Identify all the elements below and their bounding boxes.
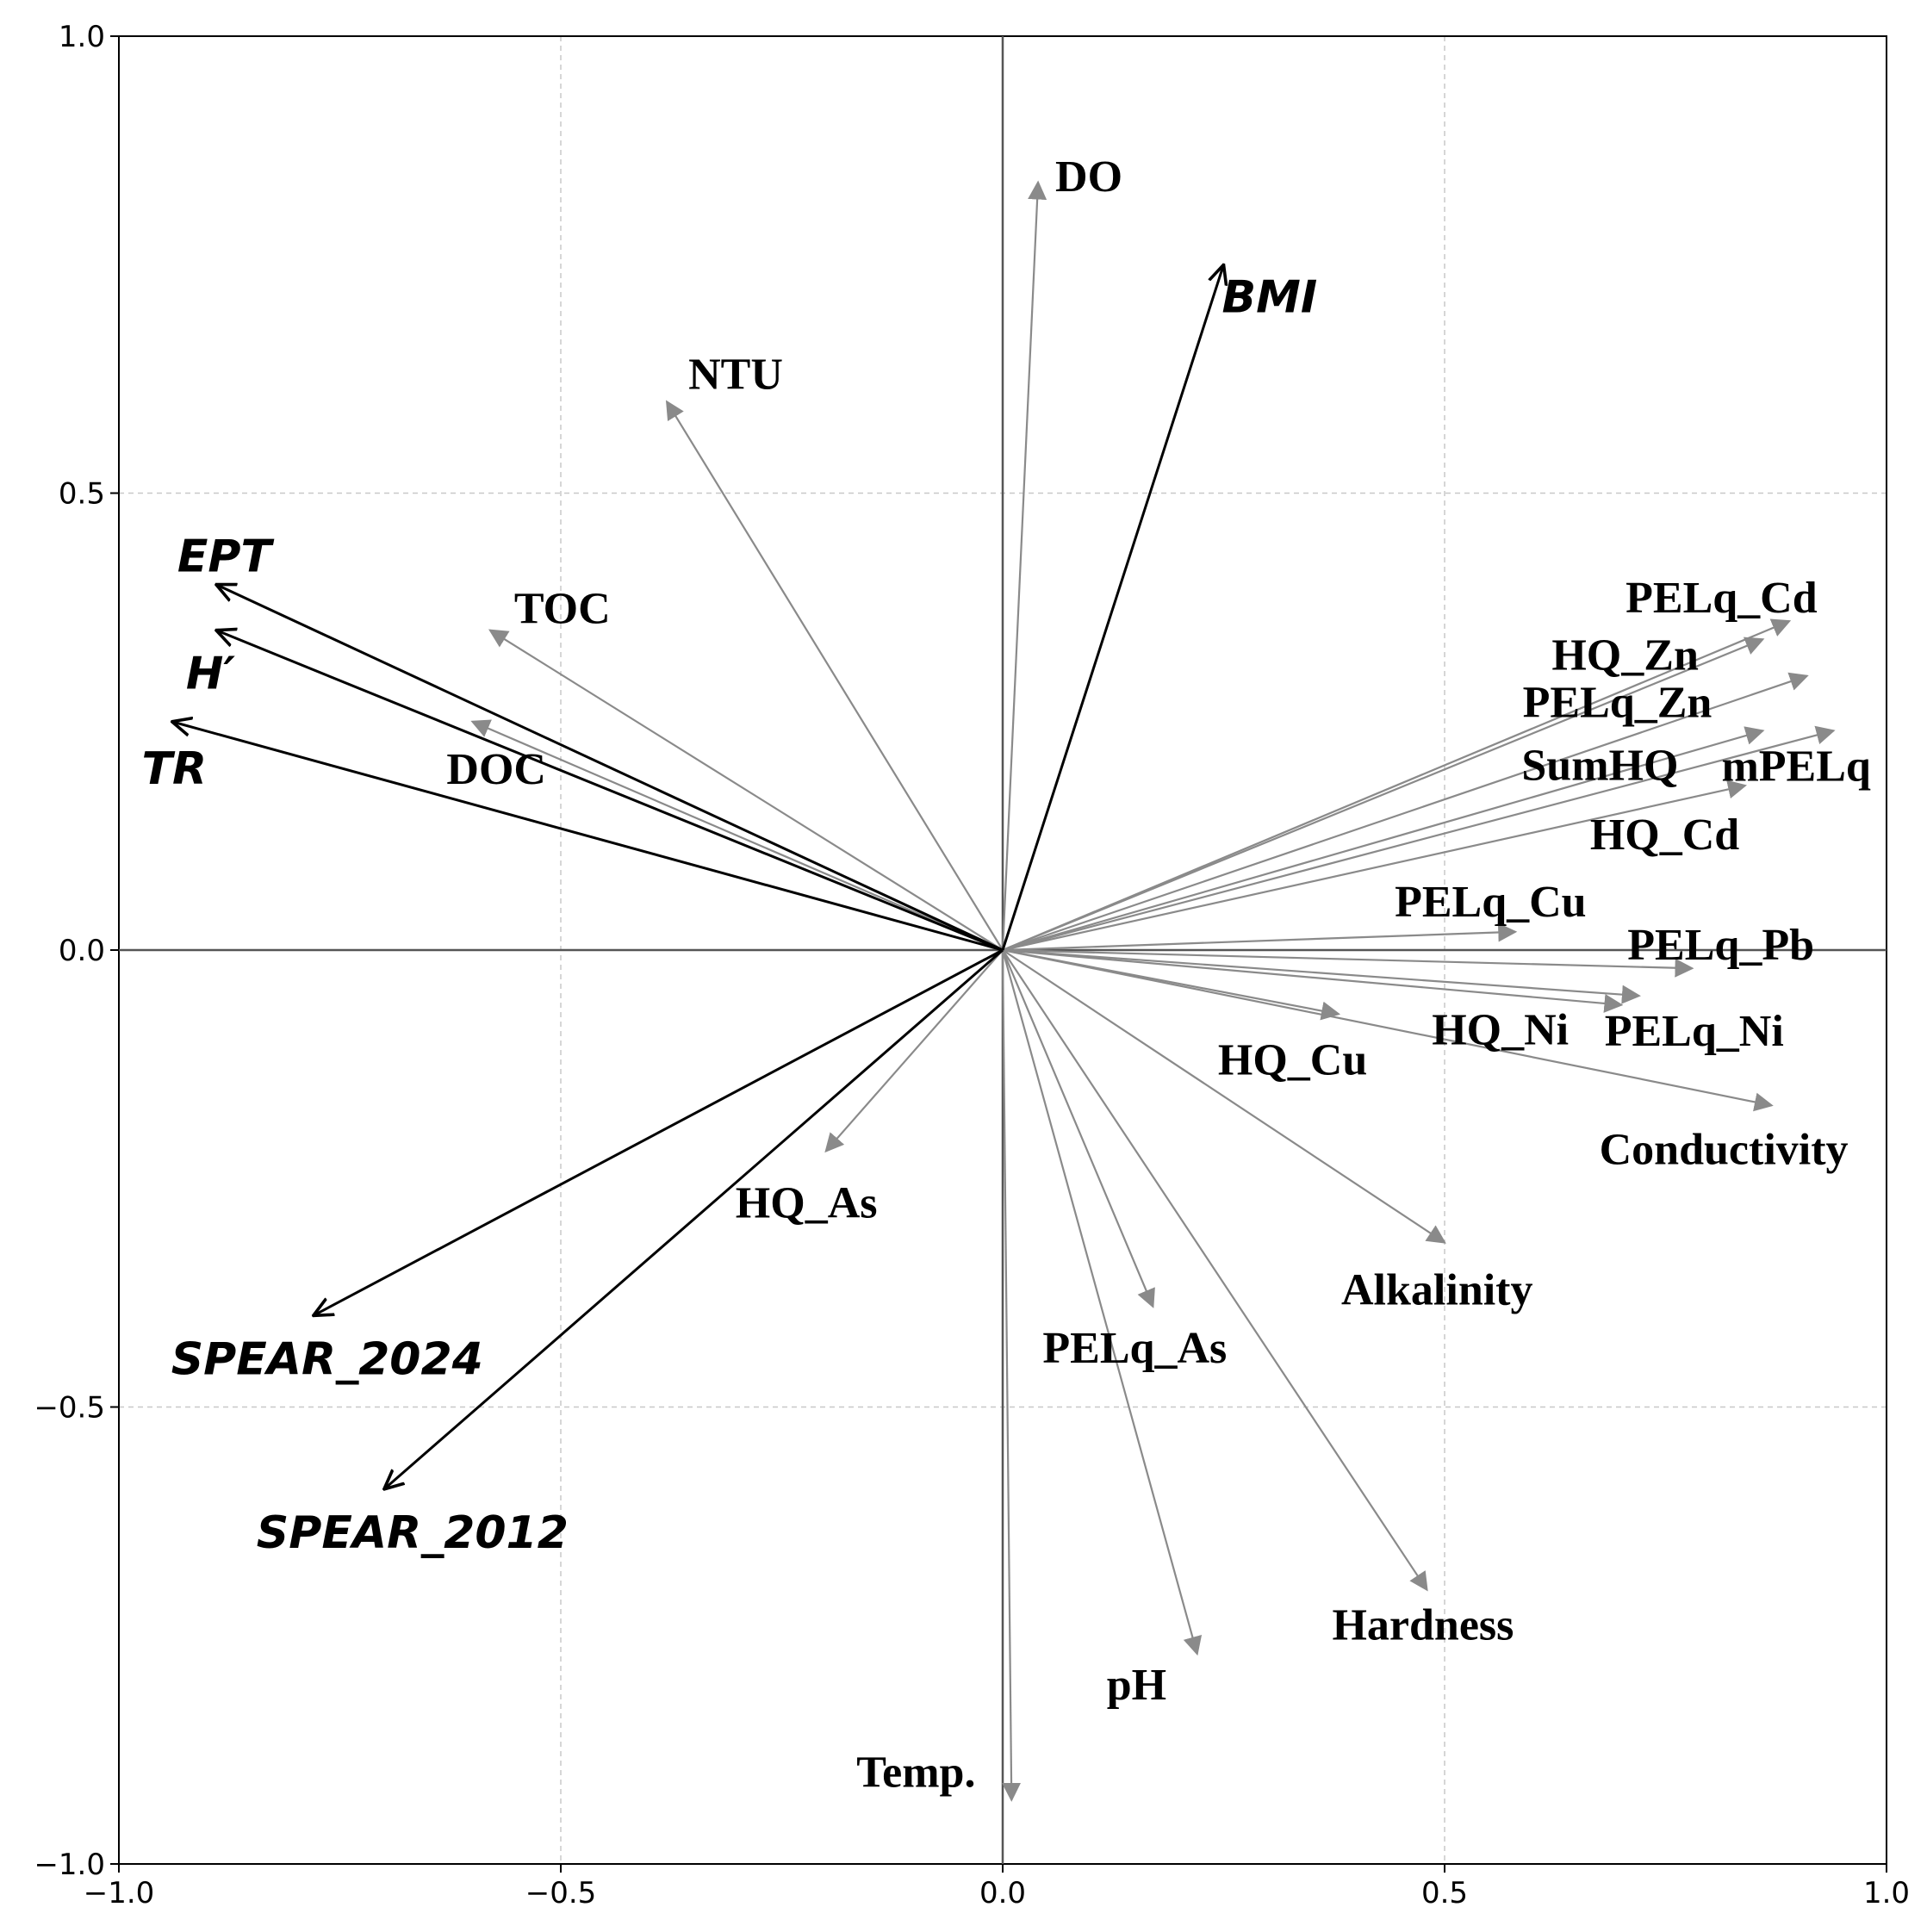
- vector-label-hq-zn: HQ_Zn: [1551, 631, 1699, 680]
- vector-arrow-spear-2012: [384, 948, 1004, 1489]
- vector-arrow-pelq-ni: [1002, 948, 1641, 1004]
- environmental-vectors: [470, 180, 1836, 1802]
- vector-label-pelq-zn: PELq_Zn: [1523, 679, 1713, 728]
- biological-vectors: [172, 264, 1224, 1489]
- vector-arrow-mpelq: [1002, 725, 1836, 952]
- vector-arrow-bmi: [1001, 264, 1224, 951]
- vector-label-h-: H′: [186, 649, 236, 700]
- vector-arrow-spear-2024: [314, 948, 1004, 1315]
- vector-label-mpelq: mPELq: [1721, 742, 1870, 791]
- vector-arrow-hq-as: [824, 949, 1004, 1153]
- vector-arrow-temp-: [1001, 949, 1022, 1802]
- vector-label-ph: pH: [1107, 1661, 1166, 1710]
- vector-arrow-ntu: [665, 400, 1004, 951]
- vector-label-alkalinity: Alkalinity: [1341, 1266, 1533, 1315]
- vector-label-pelq-cu: PELq_Cu: [1395, 878, 1587, 927]
- vector-label-ntu: NTU: [688, 350, 783, 399]
- vector-arrow-pelq-as: [1001, 949, 1155, 1308]
- vector-label-hq-cd: HQ_Cd: [1590, 811, 1739, 860]
- vector-label-pelq-cd: PELq_Cd: [1626, 574, 1818, 623]
- vector-arrow-do: [1001, 180, 1047, 951]
- vector-label-toc: TOC: [514, 585, 611, 634]
- vector-label-spear-2024: SPEAR_2024: [171, 1333, 483, 1385]
- tick-labels: −1.0 −0.5 0.0 0.5 1.0 −1.0 −0.5 0.0 0.5 1.0: [34, 20, 1910, 1910]
- vector-arrow-ept: [216, 585, 1004, 952]
- vector-arrow-conductivity: [1002, 948, 1774, 1112]
- x-tick-label: 0.5: [1421, 1876, 1468, 1910]
- y-tick-label: 0.5: [59, 477, 105, 512]
- vector-label-hq-as: HQ_As: [736, 1178, 878, 1227]
- vector-label-temp-: Temp.: [856, 1749, 975, 1798]
- vector-label-sumhq: SumHQ: [1521, 741, 1678, 790]
- vector-arrow-pelq-pb: [1002, 948, 1694, 978]
- vector-label-hq-cu: HQ_Cu: [1218, 1035, 1367, 1084]
- vector-label-spear-2012: SPEAR_2012: [257, 1507, 569, 1559]
- vector-arrow-doc: [470, 719, 1004, 952]
- x-tick-label: −0.5: [525, 1876, 597, 1910]
- vector-arrow-h-: [216, 631, 1004, 952]
- x-tick-label: 0.0: [979, 1876, 1026, 1910]
- vector-label-conductivity: Conductivity: [1600, 1125, 1849, 1174]
- vector-label-tr: TR: [142, 743, 208, 795]
- vector-label-doc: DOC: [446, 745, 546, 794]
- x-tick-label: −1.0: [84, 1876, 155, 1910]
- vector-arrow-pelq-zn: [1002, 672, 1809, 952]
- vector-label-hardness: Hardness: [1332, 1601, 1514, 1650]
- vector-label-bmi: BMI: [1222, 271, 1318, 323]
- vector-label-ept: EPT: [177, 531, 275, 583]
- vector-label-pelq-as: PELq_As: [1042, 1324, 1227, 1373]
- vector-arrow-pelq-cd: [1002, 618, 1792, 952]
- vector-arrow-hq-ni: [1002, 948, 1624, 1013]
- vector-arrow-alkalinity: [1002, 949, 1446, 1244]
- vector-arrow-toc: [488, 629, 1004, 951]
- y-tick-label: 0.0: [59, 934, 105, 968]
- vector-label-do: DO: [1055, 152, 1122, 202]
- vector-arrow-hq-cd: [1002, 780, 1747, 952]
- y-tick-label: 1.0: [59, 20, 105, 54]
- vector-arrow-ph: [1001, 949, 1203, 1656]
- vector-label-hq-ni: HQ_Ni: [1432, 1006, 1569, 1055]
- vector-arrow-pelq-cu: [1002, 923, 1518, 952]
- vector-arrow-hq-zn: [1002, 637, 1765, 952]
- vector-label-pelq-pb: PELq_Pb: [1627, 921, 1814, 970]
- vector-label-pelq-ni: PELq_Ni: [1605, 1007, 1784, 1056]
- vector-arrow-hardness: [1002, 949, 1428, 1592]
- vector-arrow-tr: [172, 722, 1004, 952]
- vector-arrow-sumhq: [1002, 726, 1765, 952]
- x-tick-label: 1.0: [1863, 1876, 1910, 1910]
- y-tick-label: −0.5: [34, 1391, 105, 1426]
- y-tick-label: −1.0: [34, 1848, 105, 1882]
